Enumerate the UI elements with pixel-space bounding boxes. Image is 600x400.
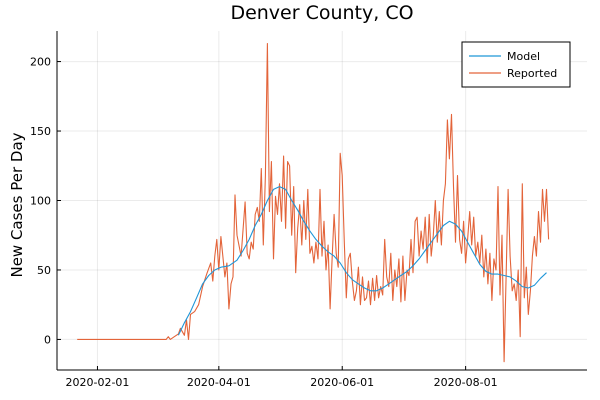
legend: Model Reported [461,41,571,88]
y-tick-label: 0 [44,333,51,346]
legend-label-model: Model [507,50,540,63]
axes [56,31,587,371]
series-lines [77,42,550,363]
series-line-model [177,186,547,336]
tick-labels: 2020-02-01 2020-04-01 2020-06-01 2020-08-01… [30,56,498,389]
y-tick-label: 100 [30,195,51,208]
y-tick-label: 50 [37,264,51,277]
legend-box [461,41,571,88]
y-tick-label: 200 [30,56,51,69]
y-tick-label: 150 [30,125,51,138]
legend-label-reported: Reported [507,67,557,80]
chart-title: Denver County, CO [230,2,413,24]
series-line-reported [77,42,550,363]
x-tick-label: 2020-02-01 [65,376,129,389]
x-tick-label: 2020-06-01 [310,376,374,389]
x-tick-label: 2020-08-01 [434,376,498,389]
y-axis-label: New Cases Per Day [8,132,26,277]
x-tick-label: 2020-04-01 [187,376,251,389]
